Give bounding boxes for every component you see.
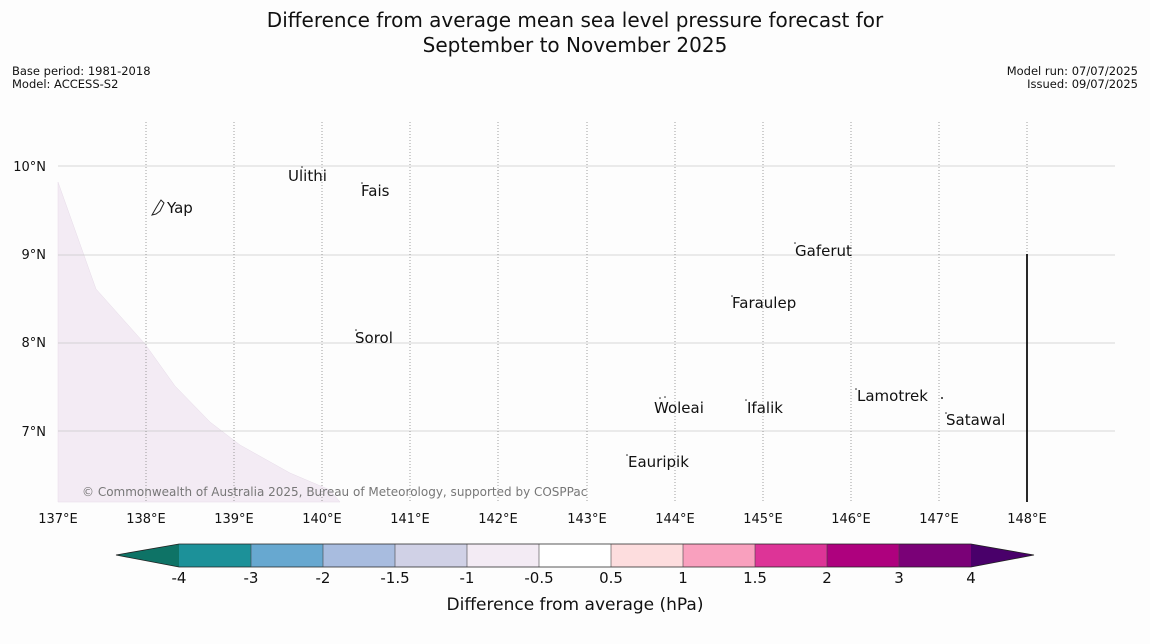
meta-right: Model run: 07/07/2025 Issued: 09/07/2025 [1007, 65, 1138, 91]
colorbar-segment-6 [539, 544, 611, 567]
lon-label-139e: 139°E [214, 512, 254, 527]
lon-label-144e: 144°E [655, 512, 695, 527]
lon-label-148e: 148°E [1007, 512, 1047, 527]
colorbar-tick-1: -3 [244, 569, 259, 587]
colorbar-tick-2: -2 [316, 569, 331, 587]
colorbar-segment-9 [755, 544, 827, 567]
island-eauripik-marker [626, 454, 628, 456]
copyright-text: © Commonwealth of Australia 2025, Bureau… [82, 485, 587, 499]
place-label-ulithi: Ulithi [288, 167, 327, 185]
colorbar-outline [115, 543, 1035, 568]
lon-label-138e: 138°E [126, 512, 166, 527]
model-run-text: Model run: 07/07/2025 [1006, 64, 1138, 78]
map-title: Difference from average mean sea level p… [0, 8, 1150, 58]
lon-label-140e: 140°E [302, 512, 342, 527]
colorbar-title: Difference from average (hPa) [447, 595, 704, 615]
colorbar-dividers [250, 544, 900, 567]
place-label-ifalik: Ifalik [747, 399, 783, 417]
colorbar-tick-11: 4 [966, 569, 976, 587]
colorbar-tick-8: 1.5 [743, 569, 767, 587]
place-label-lamotrek: Lamotrek [857, 387, 928, 405]
lon-label-145e: 145°E [743, 512, 783, 527]
colorbar-arrow-left [116, 544, 179, 567]
lat-label-10n: 10°N [13, 160, 46, 175]
shaded-region [57, 181, 341, 503]
island-satawal-marker [945, 412, 947, 414]
place-label-eauripik: Eauripik [628, 453, 689, 471]
island-sorol-marker [355, 329, 357, 331]
colorbar-segment-8 [683, 544, 755, 567]
colorbar-segment-1 [179, 544, 251, 567]
colorbar-segment-4 [395, 544, 467, 567]
lat-gridlines [58, 165, 1115, 432]
lat-label-8n: 8°N [22, 336, 47, 351]
island-ulithi-marker [301, 166, 303, 168]
base-period-text: Base period: 1981-2018 [12, 64, 151, 78]
colorbar-segment-3 [323, 544, 395, 567]
colorbar-tick-6: 0.5 [599, 569, 623, 587]
island-fais-marker [361, 182, 363, 184]
colorbar-tick-3: -1.5 [380, 569, 409, 587]
colorbar-segment-7 [611, 544, 683, 567]
yap-island-outline [150, 199, 165, 216]
meta-left: Base period: 1981-2018 Model: ACCESS-S2 [12, 65, 151, 91]
colorbar-segment-2 [251, 544, 323, 567]
island-gaferut-marker [794, 242, 796, 244]
place-label-yap: Yap [166, 199, 193, 217]
colorbar-tick-4: -1 [460, 569, 475, 587]
colorbar-arrow-right [971, 544, 1034, 567]
island-lamotrek-marker [855, 388, 857, 390]
lat-label-7n: 7°N [22, 425, 47, 440]
island-woleai-marker-2 [664, 396, 666, 398]
colorbar-segment-5 [467, 544, 539, 567]
island-faraulep-marker [731, 295, 733, 297]
lon-label-143e: 143°E [567, 512, 607, 527]
island-lamotrek-dot [941, 397, 943, 399]
lon-label-146e: 146°E [831, 512, 871, 527]
lon-label-142e: 142°E [478, 512, 518, 527]
island-markers [301, 166, 947, 456]
colorbar-tick-5: -0.5 [524, 569, 553, 587]
place-label-sorol: Sorol [355, 329, 393, 347]
place-label-satawal: Satawal [946, 411, 1005, 429]
colorbar-segment-10 [827, 544, 899, 567]
lat-label-9n: 9°N [22, 248, 47, 263]
issued-text: Issued: 09/07/2025 [1027, 77, 1138, 91]
island-ifalik-marker [745, 399, 747, 401]
place-label-faraulep: Faraulep [732, 294, 796, 312]
model-text: Model: ACCESS-S2 [12, 77, 119, 91]
colorbar-tick-7: 1 [678, 569, 688, 587]
colorbar-tick-0: -4 [172, 569, 187, 587]
place-label-gaferut: Gaferut [795, 242, 852, 260]
colorbar-segment-11 [899, 544, 971, 567]
title-line-1: Difference from average mean sea level p… [266, 8, 884, 32]
island-woleai-marker-1 [659, 397, 661, 399]
place-label-woleai: Woleai [654, 399, 704, 417]
colorbar [115, 543, 1035, 568]
lon-label-147e: 147°E [919, 512, 959, 527]
lon-gridlines [145, 122, 1028, 502]
lon-label-141e: 141°E [390, 512, 430, 527]
lon-label-137e: 137°E [38, 512, 78, 527]
place-label-fais: Fais [361, 182, 390, 200]
title-line-2: September to November 2025 [422, 33, 728, 57]
colorbar-tick-9: 2 [822, 569, 832, 587]
colorbar-tick-10: 3 [894, 569, 904, 587]
